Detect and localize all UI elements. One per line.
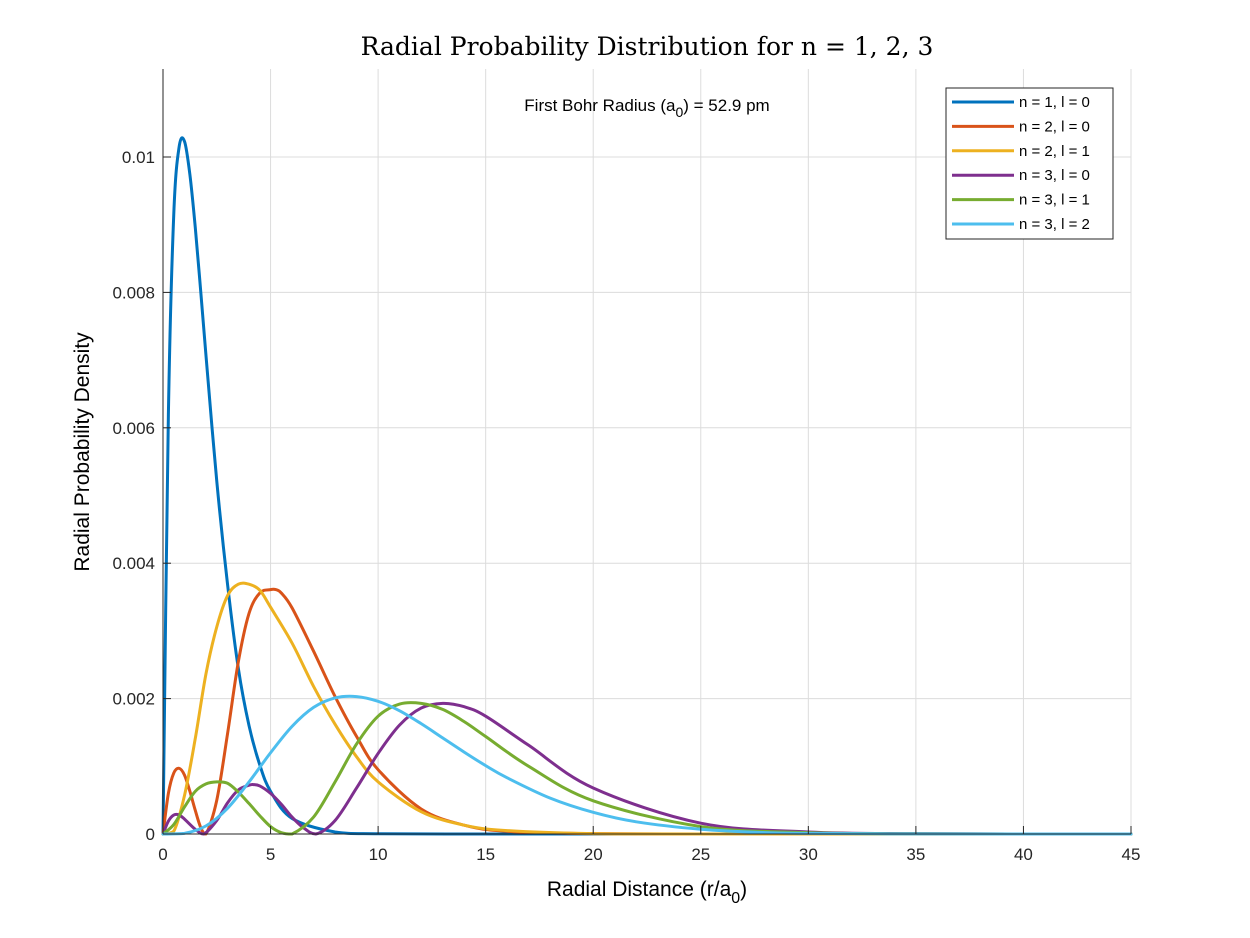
x-tick-label: 45 — [1122, 845, 1141, 864]
annotation-text: First Bohr Radius (a — [524, 96, 676, 115]
x-tick-label: 20 — [584, 845, 603, 864]
x-tick-label: 25 — [691, 845, 710, 864]
y-tick-label: 0.01 — [122, 148, 155, 167]
legend-label: n = 2, l = 0 — [1019, 118, 1090, 135]
x-tick-labels: 0 5 10 15 20 25 30 35 40 45 — [158, 845, 1140, 864]
legend-label: n = 2, l = 1 — [1019, 143, 1090, 160]
legend-label: n = 3, l = 2 — [1019, 216, 1090, 233]
chart-title: Radial Probability Distribution for n = … — [361, 32, 934, 61]
y-tick-label: 0.002 — [112, 690, 155, 709]
y-axis-label: Radial Probability Density — [71, 332, 94, 572]
legend-box — [945, 87, 1114, 240]
x-axis-label-main: Radial Distance (r/a — [547, 878, 732, 901]
x-tick-label: 40 — [1014, 845, 1033, 864]
series-line-5 — [161, 701, 1133, 836]
x-tick-label: 30 — [799, 845, 818, 864]
series-line-6 — [161, 694, 1133, 836]
x-tick-label: 0 — [158, 845, 167, 864]
x-axis-label: Radial Distance (r/a0) — [547, 878, 747, 907]
x-tick-label: 35 — [906, 845, 925, 864]
y-tick-label: 0.008 — [112, 283, 155, 302]
y-tick-label: 0.004 — [112, 554, 155, 573]
bohr-radius-annotation: First Bohr Radius (a0) = 52.9 pm — [524, 96, 769, 120]
x-tick-label: 15 — [476, 845, 495, 864]
x-tick-label: 10 — [369, 845, 388, 864]
x-tick-label: 5 — [266, 845, 275, 864]
y-tick-label: 0.006 — [112, 419, 155, 438]
legend-label: n = 1, l = 0 — [1019, 94, 1090, 111]
legend-label: n = 3, l = 0 — [1019, 167, 1090, 184]
x-axis-label-end: ) — [740, 878, 747, 901]
grid — [163, 69, 1132, 834]
y-tick-labels: 0 0.002 0.004 0.006 0.008 0.01 — [112, 148, 155, 844]
axes — [162, 69, 1132, 835]
legend: n = 1, l = 0 n = 2, l = 0 n = 2, l = 1 n = … — [945, 87, 1114, 240]
y-tick-label: 0 — [146, 825, 155, 844]
legend-label: n = 3, l = 1 — [1019, 192, 1090, 209]
annotation-subscript: 0 — [675, 104, 683, 120]
annotation-tail: ) = 52.9 pm — [683, 96, 769, 115]
x-axis-label-subscript: 0 — [731, 890, 740, 907]
